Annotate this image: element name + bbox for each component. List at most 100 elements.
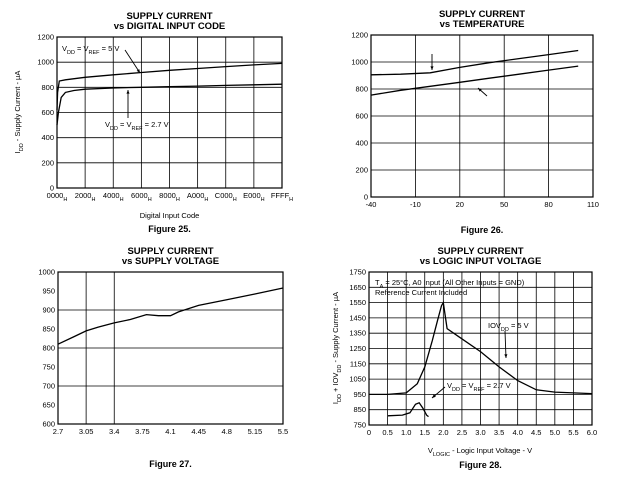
series-line-2: [56, 83, 283, 126]
plot-frame: [57, 271, 284, 425]
series-line-2: [370, 65, 579, 96]
y-tick-label: 750: [42, 363, 55, 372]
annotation-arrow: [504, 330, 507, 359]
x-tick-label: 5.5: [278, 427, 288, 436]
y-axis-label: IDD - Supply Current - µA: [13, 71, 25, 154]
figure-caption: Figure 26.: [461, 225, 504, 235]
grid: [58, 272, 283, 424]
y-tick-label: 0: [364, 193, 368, 202]
series-line-1: [369, 300, 593, 396]
series-line-1: [57, 287, 284, 345]
annotation-arrowhead: [136, 69, 140, 73]
y-tick-label: 1200: [351, 31, 368, 40]
x-tick-label: 6000H: [131, 191, 152, 203]
y-tick-label: 1000: [351, 58, 368, 67]
x-tick-label: 50: [500, 200, 508, 209]
chart-subtitle: vs SUPPLY VOLTAGE: [122, 256, 219, 267]
chart-title: SUPPLY CURRENT: [127, 246, 213, 257]
figure-caption: Figure 25.: [148, 224, 191, 234]
chart-title: SUPPLY CURRENT: [439, 9, 525, 20]
x-tick-label: 4.1: [165, 427, 175, 436]
x-tick-label: 5.0: [550, 428, 560, 437]
x-tick-label: 2.0: [438, 428, 448, 437]
annotation-reference-current: Reference Current Included: [375, 288, 467, 297]
y-tick-label: 600: [355, 112, 368, 121]
x-tick-label: 0: [367, 428, 371, 437]
annotation-arrowhead: [430, 66, 434, 70]
y-tick-label: 1050: [349, 375, 366, 384]
y-tick-label: 950: [42, 287, 55, 296]
chart-25: SUPPLY CURRENTIDD - Supply Current - µAT…: [13, 11, 293, 234]
plot-frame: [56, 36, 283, 189]
y-tick-label: 1000: [38, 268, 55, 277]
y-tick-label: 1150: [350, 359, 366, 368]
x-tick-label: 1.0: [401, 428, 411, 437]
annotation-arrowhead: [504, 354, 508, 358]
y-tick-label: 800: [355, 85, 368, 94]
y-tick-label: 400: [355, 139, 368, 148]
y-tick-label: 700: [42, 382, 55, 391]
x-tick-label: 20: [456, 200, 464, 209]
x-tick-label: 2.7: [53, 427, 63, 436]
x-tick-label: 80: [544, 200, 552, 209]
plot-frame: [368, 271, 593, 426]
y-tick-label: 1750: [349, 268, 366, 277]
y-tick-label: 0: [50, 184, 54, 193]
x-tick-label: 0000H: [47, 191, 68, 203]
y-tick-label: 600: [42, 420, 55, 429]
grid: [57, 37, 282, 188]
x-tick-label: C000H: [215, 191, 237, 203]
figure-caption: Figure 27.: [149, 459, 192, 469]
y-tick-label: 950: [353, 390, 366, 399]
y-tick-label: 1200: [37, 33, 54, 42]
x-tick-label: 5.5: [568, 428, 578, 437]
y-tick-label: 1000: [37, 58, 54, 67]
y-tick-label: 1450: [349, 313, 366, 322]
x-axis-label: VLOGIC - Logic Input Voltage - V: [428, 446, 532, 458]
x-tick-label: 2.5: [457, 428, 467, 437]
series-line-2: [387, 402, 429, 418]
x-tick-label: 0.5: [382, 428, 392, 437]
x-tick-label: -40: [366, 200, 377, 209]
x-tick-label: 5.15: [248, 427, 263, 436]
grid: [369, 272, 592, 425]
chart-title: SUPPLY CURRENTIDD - Supply Current - µAT…: [126, 11, 212, 22]
annotation-5v: VDD = VREF = 5 V: [62, 44, 119, 56]
series-line-1: [56, 62, 283, 111]
y-tick-label: 1350: [349, 329, 366, 338]
y-tick-label: 600: [41, 108, 54, 117]
chart-subtitle: vs DIGITAL INPUT CODEIDD - Supply Curren…: [114, 21, 226, 32]
x-tick-label: 4000H: [103, 191, 124, 203]
y-tick-label: 400: [41, 133, 54, 142]
x-tick-label: 8000H: [159, 191, 180, 203]
x-tick-label: 3.75: [135, 427, 150, 436]
x-tick-label: 110: [587, 200, 599, 209]
y-tick-label: 750: [353, 421, 366, 430]
chart-title: SUPPLY CURRENT: [437, 246, 523, 257]
x-tick-label: -10: [410, 200, 421, 209]
x-tick-label: 6.0: [587, 428, 597, 437]
y-tick-label: 200: [41, 158, 54, 167]
y-tick-label: 650: [42, 401, 55, 410]
grid: [371, 35, 593, 197]
annotation-2p7v: VDD = VREF = 2.7 V: [447, 381, 511, 393]
y-tick-label: 800: [42, 344, 55, 353]
x-tick-label: 4.8: [222, 427, 232, 436]
annotation-arrowhead: [126, 90, 130, 94]
y-tick-label: 850: [42, 325, 55, 334]
y-tick-label: 1250: [349, 344, 366, 353]
y-tick-label: 1550: [349, 298, 366, 307]
y-tick-label: 900: [42, 306, 55, 315]
x-axis-label: Digital Input Code: [140, 211, 200, 220]
x-tick-label: 3.05: [79, 427, 94, 436]
x-tick-label: A000H: [187, 191, 209, 203]
annotation-arrowhead: [478, 88, 482, 92]
x-tick-label: 4.45: [191, 427, 206, 436]
y-tick-label: 850: [353, 405, 366, 414]
x-tick-label: 3.4: [109, 427, 119, 436]
x-tick-label: 3.0: [475, 428, 485, 437]
annotation-arrowhead: [432, 394, 436, 398]
x-tick-label: E000H: [243, 191, 265, 203]
